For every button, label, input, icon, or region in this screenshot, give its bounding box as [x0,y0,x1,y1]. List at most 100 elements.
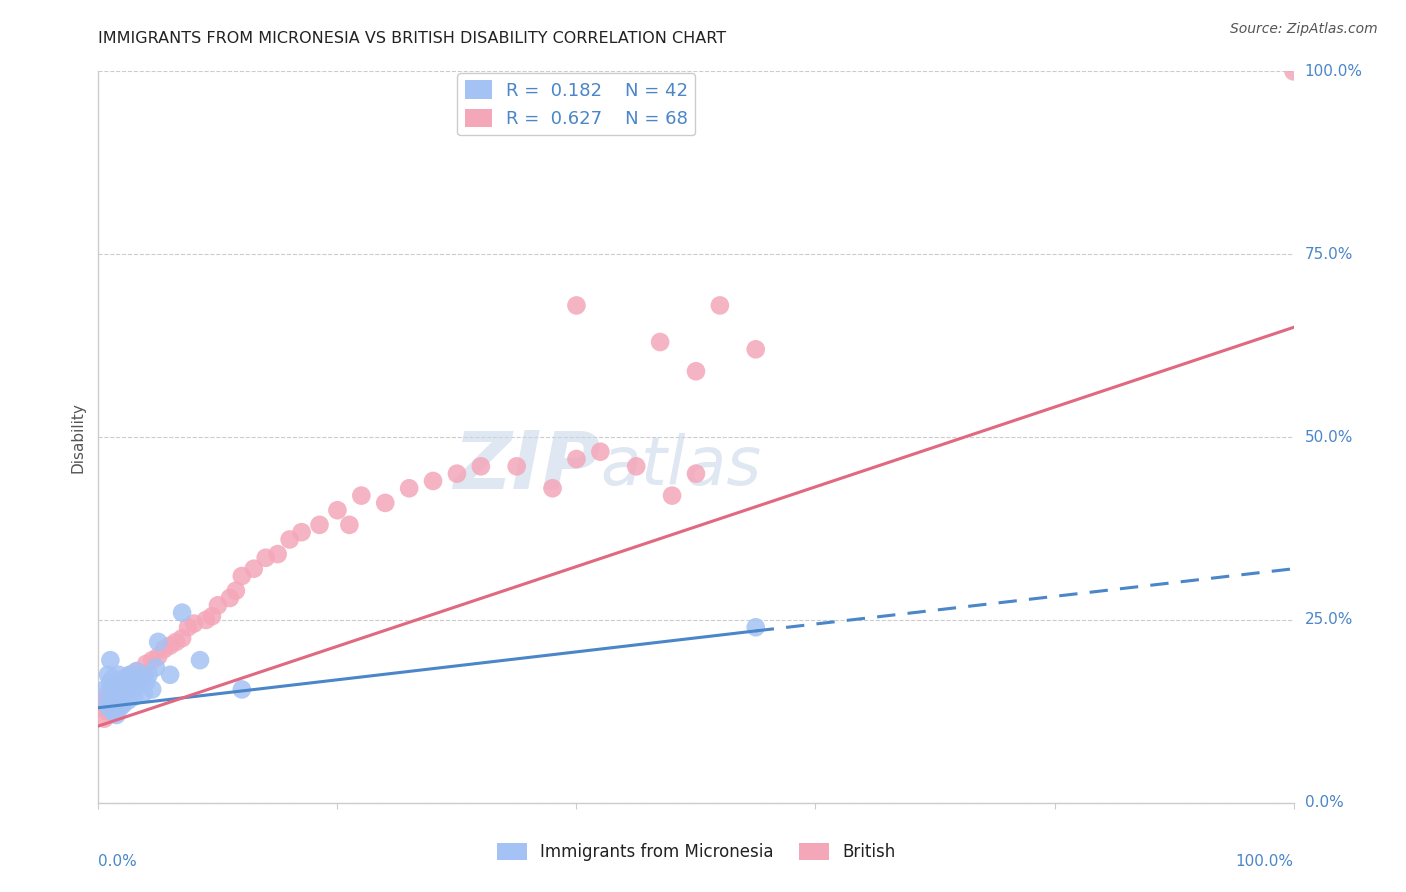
Point [565,452,588,467]
Point [97,667,120,681]
Point [145,660,167,674]
Point [153,642,176,657]
Point [291,525,314,540]
Point [278,533,301,547]
Point [117,682,139,697]
Point [201,609,224,624]
Point [120,667,142,681]
Text: 50.0%: 50.0% [1305,430,1353,444]
Point [107,693,129,707]
Point [422,474,444,488]
Point [129,672,152,686]
Point [231,682,253,697]
Point [177,620,200,634]
Point [339,517,361,532]
Point [135,675,157,690]
Point [125,664,148,678]
Point [141,653,163,667]
Point [541,481,564,495]
Point [709,298,731,312]
Point [115,679,138,693]
Point [100,690,122,704]
Point [141,682,163,697]
Point [172,606,194,620]
Point [94,693,117,707]
Legend: Immigrants from Micronesia, British: Immigrants from Micronesia, British [491,836,901,868]
Point [104,693,127,707]
Point [112,697,135,711]
Point [98,700,122,714]
Point [745,343,768,357]
Point [101,693,124,707]
Point [589,444,612,458]
Point [626,459,648,474]
Y-axis label: Disability: Disability [70,401,86,473]
Point [219,591,242,605]
Point [107,682,129,697]
Point [101,705,124,719]
Text: 100.0%: 100.0% [1236,854,1294,869]
Point [267,547,290,561]
Point [120,682,142,697]
Point [93,682,115,697]
Point [506,459,529,474]
Point [308,517,330,532]
Point [470,459,492,474]
Text: atlas: atlas [600,434,762,500]
Point [132,667,155,681]
Point [118,667,141,681]
Point [254,550,277,565]
Point [111,682,134,697]
Point [127,679,149,693]
Point [101,672,124,686]
Point [110,697,132,711]
Point [97,697,120,711]
Point [661,489,683,503]
Point [125,664,148,678]
Point [96,705,118,719]
Point [243,562,266,576]
Point [107,686,129,700]
Point [105,708,128,723]
Point [98,700,121,714]
Point [685,467,707,481]
Point [115,672,138,686]
Point [97,686,120,700]
Point [565,298,588,312]
Point [110,690,132,704]
Point [148,635,170,649]
Point [108,675,131,690]
Point [648,334,672,349]
Point [132,686,155,700]
Point [98,653,122,667]
Point [124,690,146,704]
Text: 100.0%: 100.0% [1305,64,1362,78]
Point [745,620,768,634]
Point [98,675,122,690]
Point [108,700,131,714]
Point [107,667,129,681]
Point [103,679,125,693]
Point [121,675,143,690]
Point [398,481,420,495]
Point [115,686,138,700]
Text: 0.0%: 0.0% [1305,796,1343,810]
Point [111,679,134,693]
Point [100,682,122,697]
Point [148,649,170,664]
Point [124,675,146,690]
Text: 0.0%: 0.0% [98,854,138,869]
Text: 25.0%: 25.0% [1305,613,1353,627]
Text: Source: ZipAtlas.com: Source: ZipAtlas.com [1230,22,1378,37]
Point [1282,64,1305,78]
Point [172,632,194,646]
Point [91,700,114,714]
Point [104,700,127,714]
Point [159,667,181,681]
Point [231,569,253,583]
Point [105,686,128,700]
Point [105,679,128,693]
Point [350,489,373,503]
Point [98,690,121,704]
Point [114,686,136,700]
